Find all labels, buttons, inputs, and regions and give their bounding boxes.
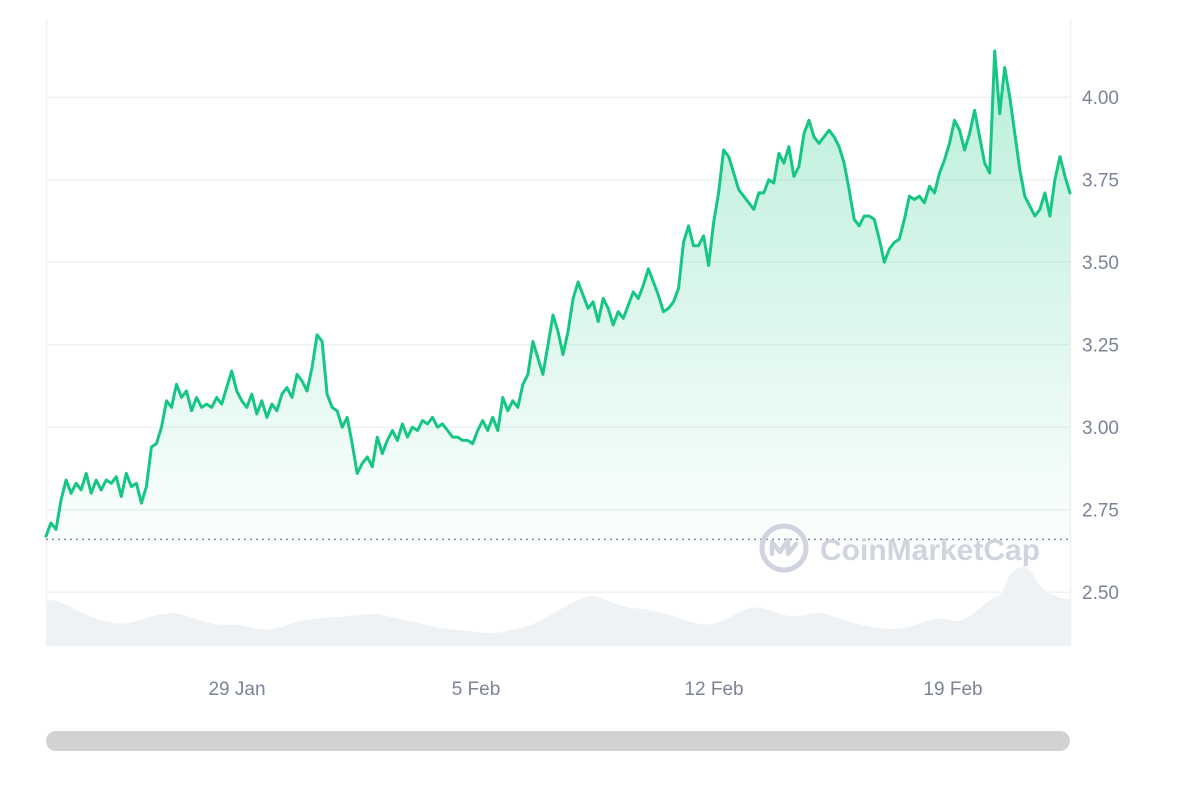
x-tick-label: 5 Feb	[452, 679, 501, 700]
price-series[interactable]	[44, 49, 1072, 538]
x-axis-ticks: 29 Jan 5 Feb 12 Feb 19 Feb	[208, 679, 982, 700]
price-area	[46, 51, 1070, 540]
x-tick-label: 29 Jan	[208, 679, 265, 700]
y-axis-ticks: 4.00 3.75 3.50 3.25 3.00 2.75 2.50	[1082, 88, 1119, 604]
coinmarketcap-logo-icon	[759, 523, 809, 573]
watermark: CoinMarketCap	[759, 523, 1040, 573]
price-area-fill	[46, 51, 1070, 540]
y-tick-label: 3.25	[1082, 336, 1119, 357]
y-tick-label: 2.50	[1082, 583, 1119, 604]
y-tick-label: 3.00	[1082, 418, 1119, 439]
x-tick-label: 19 Feb	[923, 679, 982, 700]
chart-range-scrollbar[interactable]	[46, 731, 1070, 751]
y-tick-label: 3.75	[1082, 171, 1119, 192]
x-tick-label: 12 Feb	[684, 679, 743, 700]
plot-frame	[45, 18, 1072, 647]
price-line[interactable]	[44, 49, 1072, 538]
volume-shape	[46, 566, 1070, 645]
volume-area	[46, 566, 1070, 645]
watermark-text: CoinMarketCap	[820, 534, 1040, 567]
y-tick-label: 3.50	[1082, 253, 1119, 274]
y-tick-label: 2.75	[1082, 501, 1119, 522]
y-tick-label: 4.00	[1082, 88, 1119, 109]
